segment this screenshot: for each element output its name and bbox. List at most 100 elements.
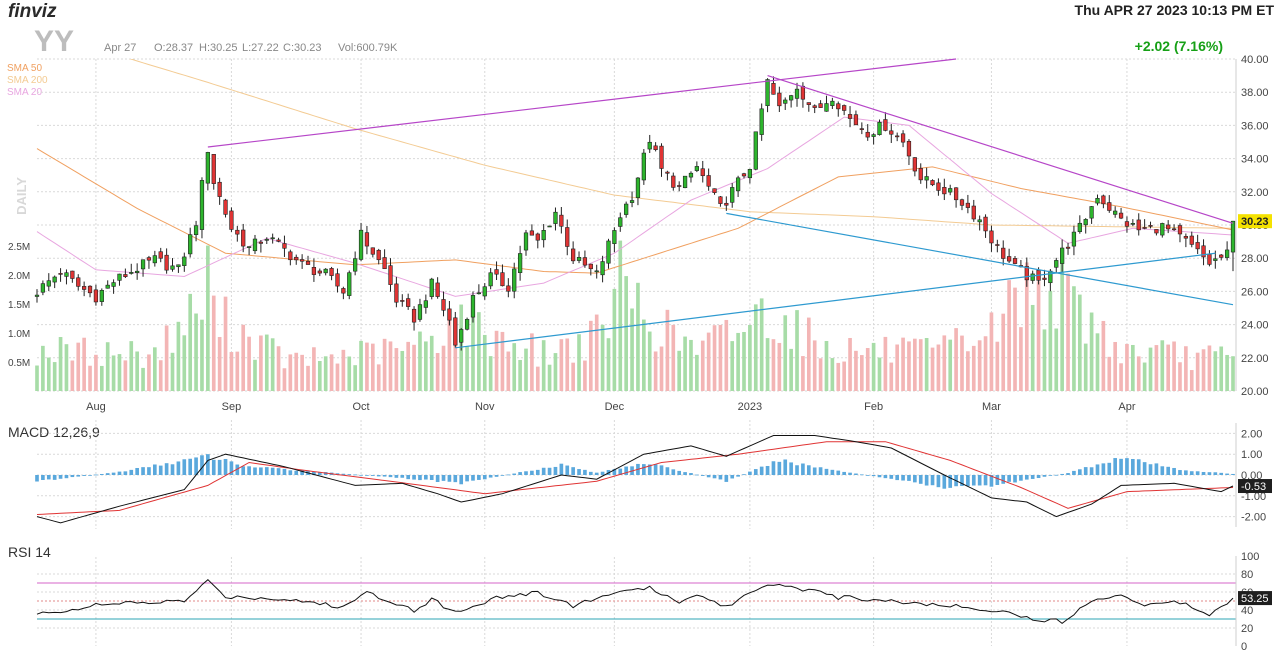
volume-bar <box>353 365 357 391</box>
macd-histogram-bar <box>1166 466 1171 475</box>
candle-up <box>824 103 829 112</box>
candle-down <box>1166 224 1171 230</box>
candle-up <box>977 219 982 223</box>
candle-up <box>488 272 493 287</box>
volume-bar <box>954 328 958 391</box>
candle-down <box>665 171 670 174</box>
macd-histogram-bar <box>1036 475 1041 479</box>
candle-up <box>830 100 835 106</box>
volume-bar <box>376 364 381 391</box>
volume-bar <box>765 338 770 391</box>
macd-histogram-bar <box>877 475 882 478</box>
volume-bar <box>94 354 98 391</box>
macd-histogram-bar <box>182 459 187 475</box>
candle-up <box>553 211 558 224</box>
volume-bar <box>135 351 139 391</box>
macd-histogram-bar <box>647 464 652 475</box>
volume-bar <box>188 293 193 391</box>
close-value: C:30.23 <box>283 42 322 54</box>
volume-bar <box>400 350 405 391</box>
volume-tick-label: 1.5M <box>8 300 30 311</box>
macd-histogram-bar <box>553 466 558 475</box>
candle-down <box>388 265 393 285</box>
candle-down <box>1012 258 1018 264</box>
volume-bar <box>789 348 793 391</box>
macd-histogram-bar <box>153 464 157 475</box>
volume-bar <box>742 331 746 391</box>
candle-down <box>995 244 1000 246</box>
volume-bar <box>264 334 269 391</box>
volume-bar <box>1072 286 1076 391</box>
brand-logo[interactable]: finviz <box>8 1 57 22</box>
macd-histogram-bar <box>270 467 275 475</box>
macd-histogram-bar <box>901 475 905 481</box>
macd-histogram-bar <box>471 475 475 481</box>
macd-histogram-bar <box>276 468 281 475</box>
volume-bar <box>247 336 251 391</box>
macd-histogram-bar <box>759 466 764 475</box>
volume-tick-label: 2.0M <box>8 271 30 282</box>
macd-histogram-bar <box>288 470 293 475</box>
trendline <box>455 252 1216 349</box>
candle-down <box>1183 236 1188 239</box>
candle-down <box>836 103 841 110</box>
macd-histogram-bar <box>706 475 711 478</box>
volume-bar <box>359 340 363 391</box>
volume-bar <box>683 336 687 391</box>
candle-down <box>936 182 941 191</box>
volume-bar <box>111 355 116 391</box>
candle-down <box>1189 235 1194 245</box>
macd-histogram-bar <box>830 469 835 475</box>
candle-up <box>1054 260 1059 268</box>
macd-histogram-bar <box>583 469 587 475</box>
candle-down <box>971 205 976 220</box>
candle-down <box>529 230 535 236</box>
macd-histogram-bar <box>789 462 793 475</box>
macd-histogram-bar <box>1019 475 1023 481</box>
candle-up <box>270 237 275 240</box>
macd-histogram-bar <box>441 475 446 481</box>
macd-histogram-bar <box>424 475 428 480</box>
sma-200-line <box>128 59 1234 229</box>
macd-histogram-bar <box>1048 475 1053 476</box>
macd-histogram-bar <box>865 475 870 476</box>
rsi-tick-label: 0 <box>1241 641 1247 653</box>
candle-up <box>612 230 617 244</box>
macd-histogram-bar <box>477 475 481 480</box>
macd-tick-label: -2.00 <box>1241 512 1266 524</box>
candle-down <box>164 254 169 271</box>
macd-histogram-bar <box>52 475 57 480</box>
candle-down <box>582 257 588 266</box>
volume-bar <box>99 365 104 391</box>
volume-bar <box>300 354 304 391</box>
volume-bar <box>512 343 517 391</box>
candle-down <box>294 256 299 261</box>
macd-histogram-bar <box>1142 462 1147 475</box>
macd-histogram-bar <box>1207 472 1212 475</box>
macd-histogram-bar <box>365 475 369 476</box>
volume-bar <box>1083 343 1088 391</box>
candle-up <box>606 240 611 264</box>
candle-down <box>1195 242 1200 250</box>
candle-up <box>753 131 758 170</box>
macd-histogram-bar <box>695 474 699 476</box>
volume-bar <box>1125 343 1129 391</box>
macd-histogram-bar <box>736 475 740 477</box>
price-tick-label: 20.00 <box>1241 386 1269 398</box>
legend-entry: SMA 200 <box>7 75 48 86</box>
macd-histogram-bar <box>854 473 858 475</box>
candle-up <box>759 108 764 135</box>
candle-down <box>706 175 711 187</box>
sma-20-line <box>36 116 1234 297</box>
candle-up <box>1095 198 1100 204</box>
macd-histogram-bar <box>370 475 375 476</box>
candle-up <box>641 152 646 181</box>
volume-bar <box>1007 280 1011 391</box>
macd-histogram-bar <box>942 475 947 489</box>
candle-down <box>364 232 370 247</box>
macd-histogram-bar <box>188 458 193 475</box>
macd-histogram-bar <box>824 468 829 475</box>
macd-histogram-bar <box>117 471 122 475</box>
macd-histogram-bar <box>253 467 257 475</box>
candle-up <box>46 280 51 287</box>
